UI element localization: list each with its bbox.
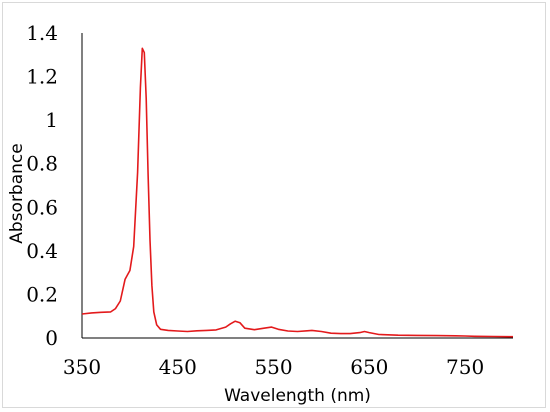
y-tick-label: 1.2 <box>26 65 58 89</box>
series-group <box>81 47 514 338</box>
y-tick-label: 0.2 <box>26 282 58 306</box>
x-tick-label: 750 <box>446 355 484 379</box>
x-tick-label: 350 <box>63 355 101 379</box>
y-tick-label: 1.4 <box>26 21 58 45</box>
absorbance-series-line <box>81 47 514 338</box>
y-axis-title: Absorbance <box>7 143 27 243</box>
y-tick-label: 0.6 <box>26 195 58 219</box>
y-tick-label: 0 <box>45 326 58 350</box>
x-axis-title: Wavelength (nm) <box>224 386 371 406</box>
x-tick-label: 650 <box>350 355 388 379</box>
x-tick-labels: 350 450 550 650 750 <box>63 355 484 379</box>
y-tick-label: 0.4 <box>26 239 58 263</box>
y-tick-label: 1 <box>45 108 58 132</box>
y-tick-labels: 0 0.2 0.4 0.6 0.8 1 1.2 1.4 <box>26 21 58 350</box>
chart-frame <box>2 2 546 408</box>
y-tick-label: 0.8 <box>26 152 58 176</box>
x-tick-label: 450 <box>159 355 197 379</box>
x-tick-label: 550 <box>254 355 292 379</box>
